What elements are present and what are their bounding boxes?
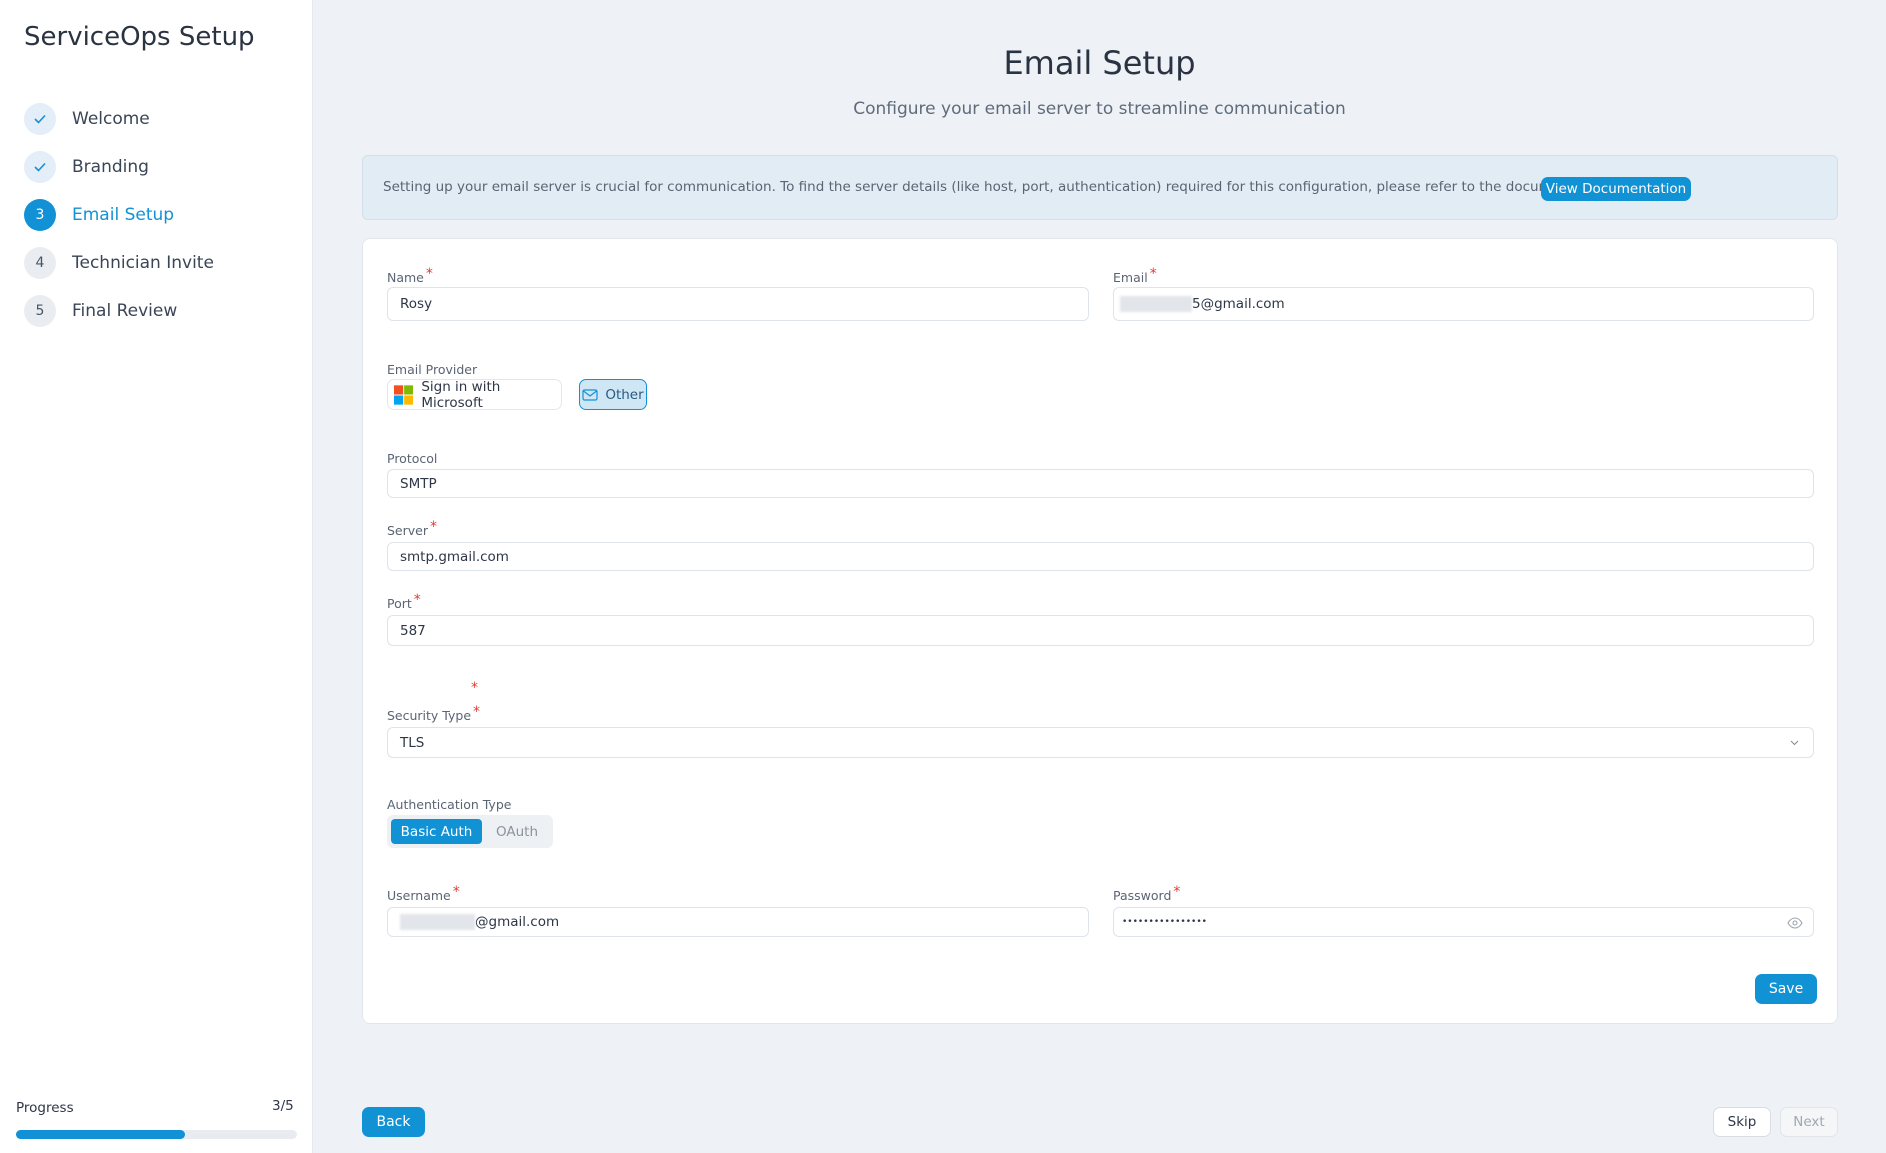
step[interactable]: Branding (24, 151, 149, 183)
step-number: 3 (24, 199, 56, 231)
view-documentation-button[interactable]: View Documentation (1541, 177, 1691, 201)
info-text: Setting up your email server is crucial … (383, 179, 1613, 195)
basic-auth-option[interactable]: Basic Auth (391, 819, 482, 844)
server-input[interactable]: smtp.gmail.com (387, 542, 1814, 571)
field-label: Username * (387, 884, 460, 903)
progress-count: 3/5 (272, 1098, 294, 1114)
field-label: Authentication Type (387, 797, 512, 812)
step-label: Branding (72, 157, 149, 177)
field-label: Email Provider (387, 362, 478, 377)
email-input[interactable]: 5@gmail.com (1113, 287, 1814, 321)
step[interactable]: 4 Technician Invite (24, 247, 214, 279)
step-label: Final Review (72, 301, 178, 321)
progress-label: Progress (16, 1100, 74, 1116)
protocol-input[interactable]: SMTP (387, 469, 1814, 498)
button-text: Sign in with Microsoft (421, 378, 501, 411)
microsoft-button[interactable]: Sign in with Microsoft (387, 378, 562, 411)
button-text: Other (605, 386, 644, 403)
step[interactable]: 3 Email Setup (24, 199, 174, 231)
input-text: •••••••••••••••• (1122, 917, 1207, 927)
skip-button[interactable]: Skip (1713, 1107, 1771, 1137)
input-text: 5@gmail.com (1192, 296, 1285, 312)
step-label: Technician Invite (72, 253, 214, 273)
username-input[interactable]: @gmail.com (387, 907, 1089, 937)
input-text: @gmail.com (475, 914, 560, 930)
oauth-option[interactable]: OAuth (495, 823, 539, 840)
page-subtitle: Configure your email server to streamlin… (853, 99, 1346, 119)
other-button[interactable]: Other (579, 379, 647, 410)
progress-track (16, 1130, 297, 1139)
step-number: 4 (24, 247, 56, 279)
step-label: Email Setup (72, 205, 175, 225)
step-done-icon (24, 103, 56, 135)
page-title: Email Setup (1003, 44, 1196, 82)
step-label: Welcome (72, 109, 150, 129)
step-done-icon (24, 151, 56, 183)
password-input[interactable]: •••••••••••••••• (1113, 907, 1814, 937)
field-label: Server * (387, 519, 437, 538)
app-title: ServiceOps Setup (24, 22, 255, 52)
required-marker: * (471, 680, 478, 696)
sidebar: ServiceOps Setup Welcome Branding 3 Email… (0, 0, 313, 1153)
back-button[interactable]: Back (362, 1107, 425, 1137)
port-input[interactable]: 587 (387, 615, 1814, 646)
field-label: Email * (1113, 266, 1157, 285)
step[interactable]: Welcome (24, 103, 150, 135)
name-input[interactable]: Rosy (387, 287, 1089, 321)
select-text: TLS (400, 734, 425, 751)
field-label: Security Type * (387, 704, 481, 723)
field-label: Port * (387, 592, 421, 611)
next-button[interactable]: Next (1780, 1107, 1838, 1137)
security-select[interactable]: TLS (387, 727, 1814, 758)
progress-fill (16, 1130, 185, 1139)
auth-toggle: Basic Auth OAuth (387, 815, 553, 848)
step[interactable]: 5 Final Review (24, 295, 177, 327)
field-label: Protocol (387, 451, 438, 466)
field-label: Name * (387, 266, 433, 285)
show-password-icon[interactable] (1787, 917, 1803, 929)
save-button[interactable]: Save (1755, 974, 1817, 1004)
info-banner: Setting up your email server is crucial … (362, 155, 1838, 220)
step-number: 5 (24, 295, 56, 327)
field-label: Password * (1113, 884, 1181, 903)
